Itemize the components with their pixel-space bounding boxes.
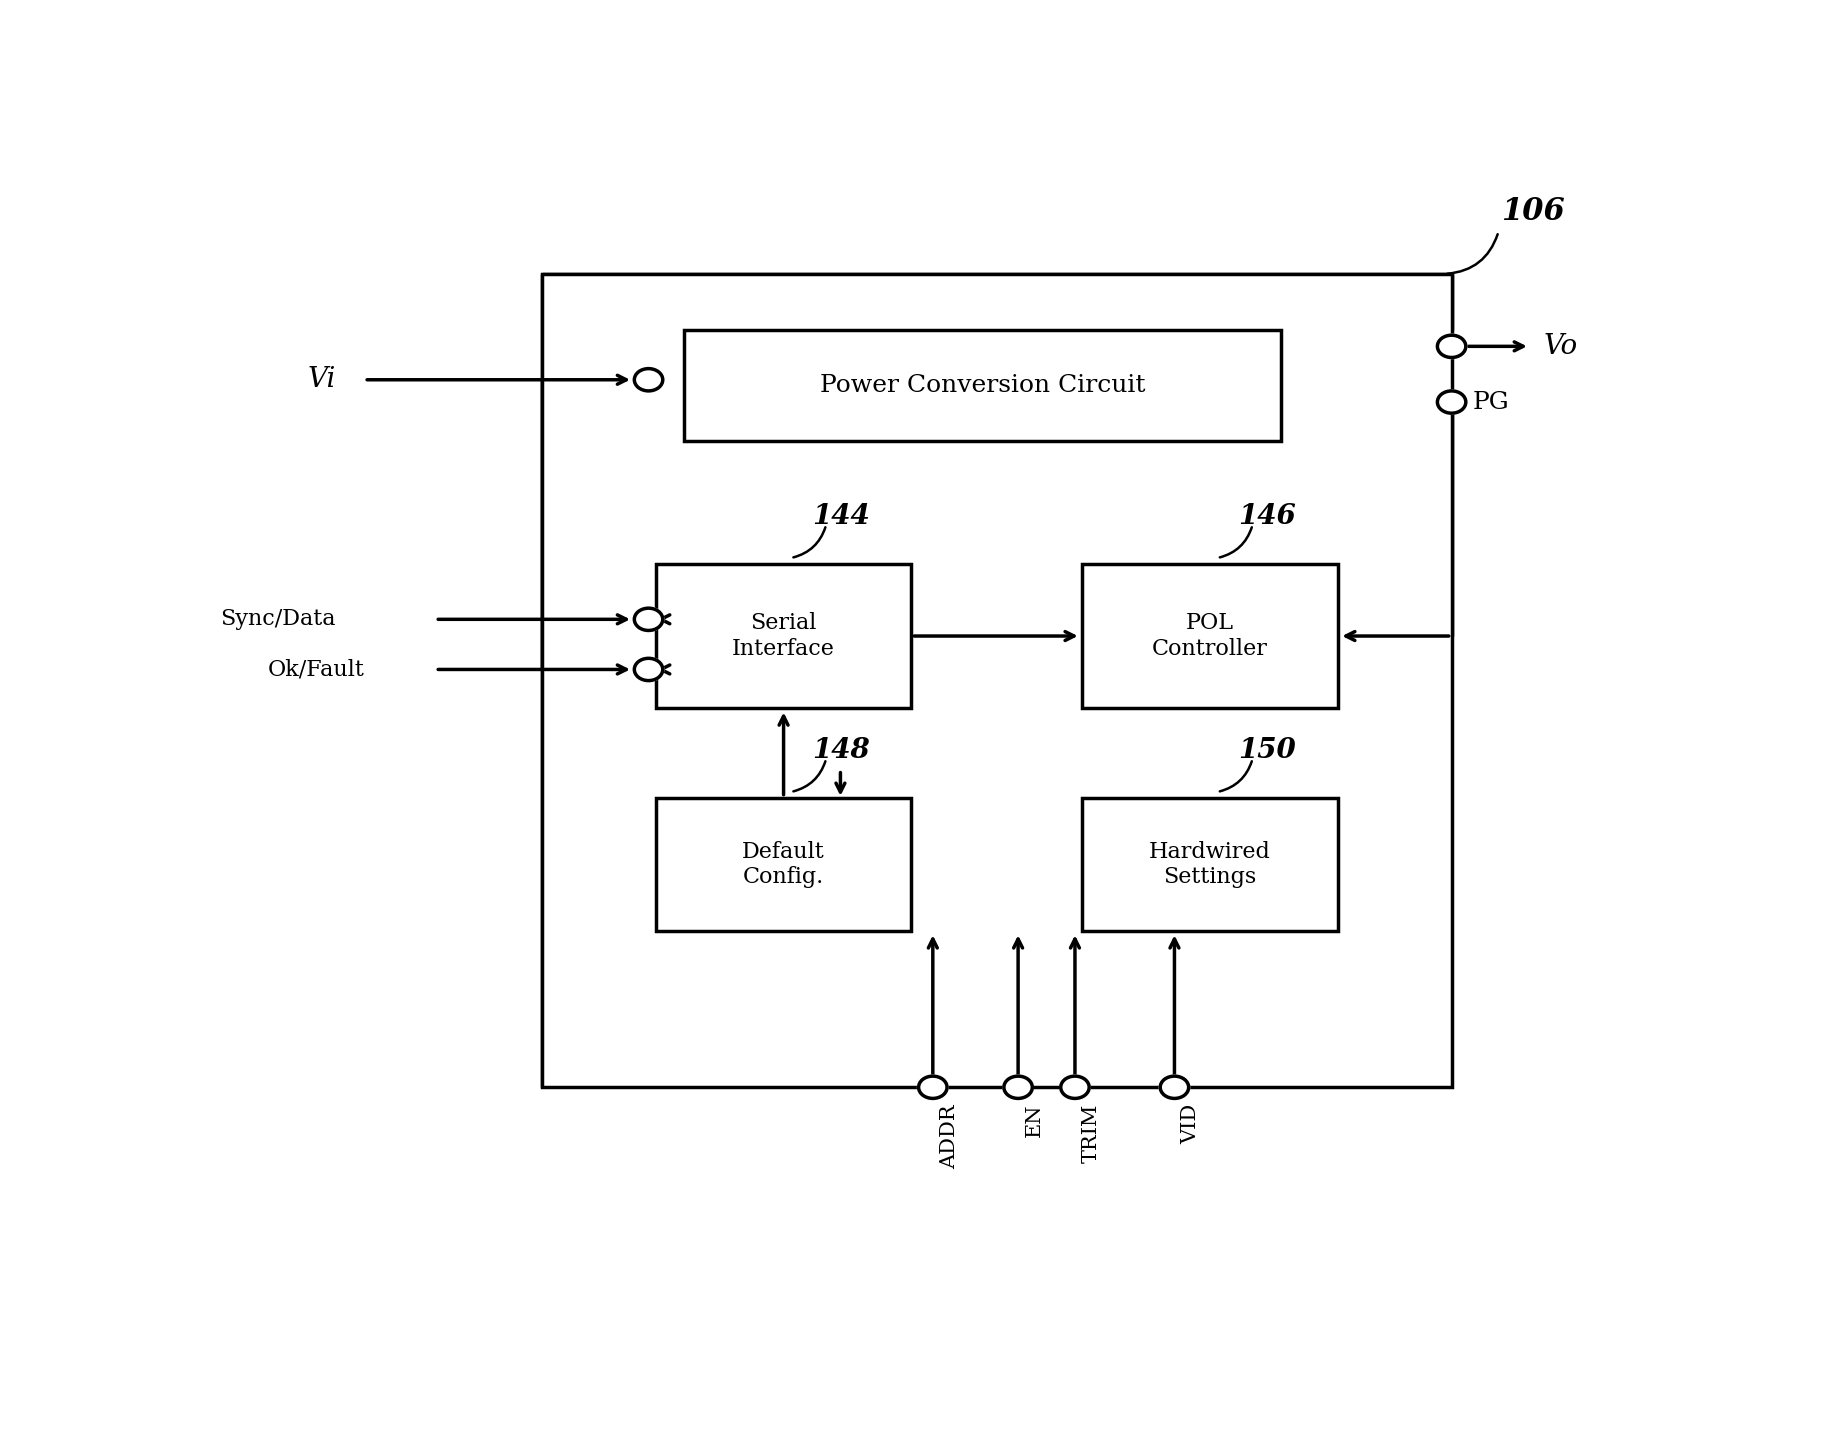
Circle shape — [1060, 1077, 1089, 1098]
Bar — [657, 797, 911, 932]
Text: Hardwired
Settings: Hardwired Settings — [1150, 841, 1271, 888]
Circle shape — [1161, 1077, 1188, 1098]
Text: 146: 146 — [1238, 504, 1297, 530]
Text: Vo: Vo — [1544, 333, 1579, 360]
Text: Sync/Data: Sync/Data — [220, 608, 336, 631]
Text: ADDR: ADDR — [941, 1104, 959, 1169]
Circle shape — [635, 658, 662, 680]
Bar — [1082, 564, 1339, 709]
Text: 144: 144 — [812, 504, 869, 530]
Text: Vi: Vi — [308, 366, 336, 394]
Text: 150: 150 — [1238, 737, 1297, 764]
Text: POL
Controller: POL Controller — [1152, 612, 1267, 660]
Circle shape — [919, 1077, 946, 1098]
Bar — [684, 330, 1280, 441]
Bar — [657, 564, 911, 709]
Text: Default
Config.: Default Config. — [743, 841, 825, 888]
Bar — [543, 273, 1453, 1087]
Text: TRIM: TRIM — [1082, 1104, 1100, 1163]
Text: VID: VID — [1181, 1104, 1201, 1145]
Circle shape — [1438, 336, 1465, 357]
Circle shape — [1438, 391, 1465, 414]
Text: Power Conversion Circuit: Power Conversion Circuit — [820, 373, 1144, 396]
Circle shape — [635, 369, 662, 391]
Text: Serial
Interface: Serial Interface — [732, 612, 834, 660]
Bar — [1082, 797, 1339, 932]
Text: Ok/Fault: Ok/Fault — [268, 658, 365, 680]
Text: PG: PG — [1473, 391, 1509, 414]
Text: 106: 106 — [1502, 197, 1564, 227]
Circle shape — [1003, 1077, 1033, 1098]
Text: EN: EN — [1025, 1104, 1044, 1137]
Text: 148: 148 — [812, 737, 869, 764]
Circle shape — [635, 608, 662, 631]
